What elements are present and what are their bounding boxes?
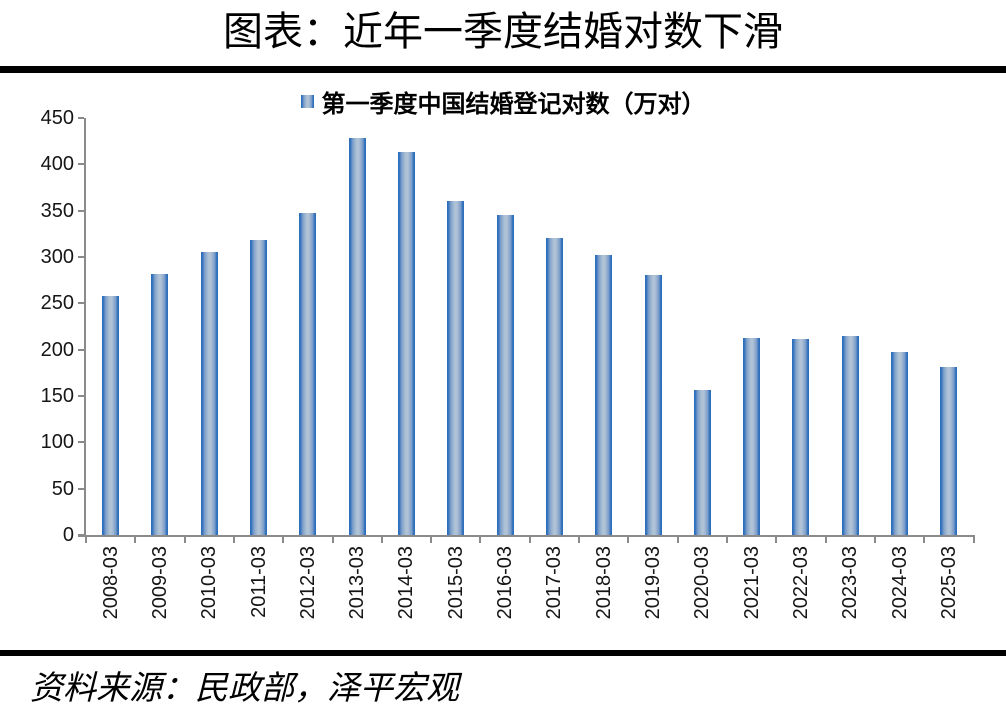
bottom-divider <box>0 650 1006 656</box>
x-tick <box>479 535 482 543</box>
x-tick <box>775 535 778 543</box>
x-axis-label: 2021-03 <box>740 546 763 620</box>
x-axis-label: 2016-03 <box>494 546 517 620</box>
x-tick <box>923 535 926 543</box>
x-tick <box>578 535 581 543</box>
x-tick <box>873 535 876 543</box>
bar <box>397 152 415 535</box>
x-tick <box>725 535 728 543</box>
y-axis-label: 200 <box>40 338 74 361</box>
y-tick <box>78 209 84 212</box>
bar <box>102 295 120 535</box>
x-tick <box>282 535 285 543</box>
legend: 第一季度中国结婚登记对数（万对） <box>0 84 1006 119</box>
bar <box>299 213 317 535</box>
legend-marker-icon <box>300 95 314 108</box>
x-axis-label: 2009-03 <box>148 546 171 620</box>
x-axis-label: 2025-03 <box>937 546 960 620</box>
legend-label: 第一季度中国结婚登记对数（万对） <box>321 89 706 118</box>
y-tick <box>78 302 84 305</box>
x-axis-label: 2013-03 <box>346 546 369 620</box>
y-tick <box>78 117 84 119</box>
bar <box>447 201 465 535</box>
y-axis <box>84 118 86 535</box>
x-axis-label: 2017-03 <box>543 546 566 620</box>
x-axis <box>78 535 974 537</box>
x-tick <box>972 535 975 543</box>
bar <box>545 238 563 535</box>
x-axis-label: 2023-03 <box>839 546 862 620</box>
bar <box>792 339 810 535</box>
bar <box>151 273 169 535</box>
x-axis-label: 2020-03 <box>691 546 714 620</box>
top-divider <box>0 66 1006 73</box>
x-axis-label: 2008-03 <box>99 546 122 620</box>
x-tick <box>824 535 827 543</box>
bar <box>841 335 859 535</box>
x-axis-label: 2014-03 <box>395 546 418 620</box>
x-axis-label: 2011-03 <box>247 546 270 618</box>
bar <box>595 255 613 535</box>
x-axis-label: 2015-03 <box>444 546 467 620</box>
x-axis-label: 2022-03 <box>789 546 812 620</box>
bar <box>940 367 958 535</box>
chart-title: 图表：近年一季度结婚对数下滑 <box>223 9 783 55</box>
x-tick <box>528 535 531 543</box>
bar <box>891 352 909 535</box>
x-tick <box>134 535 137 543</box>
x-tick <box>676 535 679 543</box>
y-axis-label: 300 <box>40 246 74 268</box>
y-axis-label: 250 <box>40 292 74 315</box>
source-note: 资料来源：民政部，泽平宏观 <box>30 668 459 707</box>
bar <box>644 274 662 535</box>
y-tick <box>78 487 84 490</box>
y-axis-label: 350 <box>40 199 74 222</box>
y-tick <box>78 256 84 258</box>
y-axis-label: 450 <box>40 107 74 129</box>
y-axis-label: 400 <box>40 153 74 176</box>
y-tick <box>78 163 84 166</box>
x-axis-label: 2018-03 <box>592 546 615 620</box>
bar <box>496 215 514 535</box>
bar <box>200 252 218 535</box>
x-tick <box>232 535 235 543</box>
bar <box>743 337 761 535</box>
x-tick <box>627 535 630 543</box>
x-tick <box>85 535 87 543</box>
y-tick <box>78 534 84 536</box>
y-axis-label: 100 <box>40 431 74 454</box>
y-axis-label: 0 <box>62 524 74 546</box>
x-axis-label: 2012-03 <box>296 546 319 620</box>
y-axis-label: 150 <box>40 385 74 407</box>
x-tick <box>331 535 334 543</box>
y-axis-label: 50 <box>51 477 74 500</box>
bar <box>348 138 366 535</box>
x-tick <box>430 535 433 543</box>
x-axis-label: 2010-03 <box>198 546 221 620</box>
bar <box>693 390 711 535</box>
x-tick <box>183 535 186 543</box>
y-tick <box>78 441 84 444</box>
y-tick <box>78 395 84 397</box>
bar <box>250 240 268 535</box>
y-tick <box>78 348 84 351</box>
x-tick <box>380 535 383 543</box>
x-axis-label: 2019-03 <box>642 546 664 620</box>
x-axis-label: 2024-03 <box>888 546 911 620</box>
